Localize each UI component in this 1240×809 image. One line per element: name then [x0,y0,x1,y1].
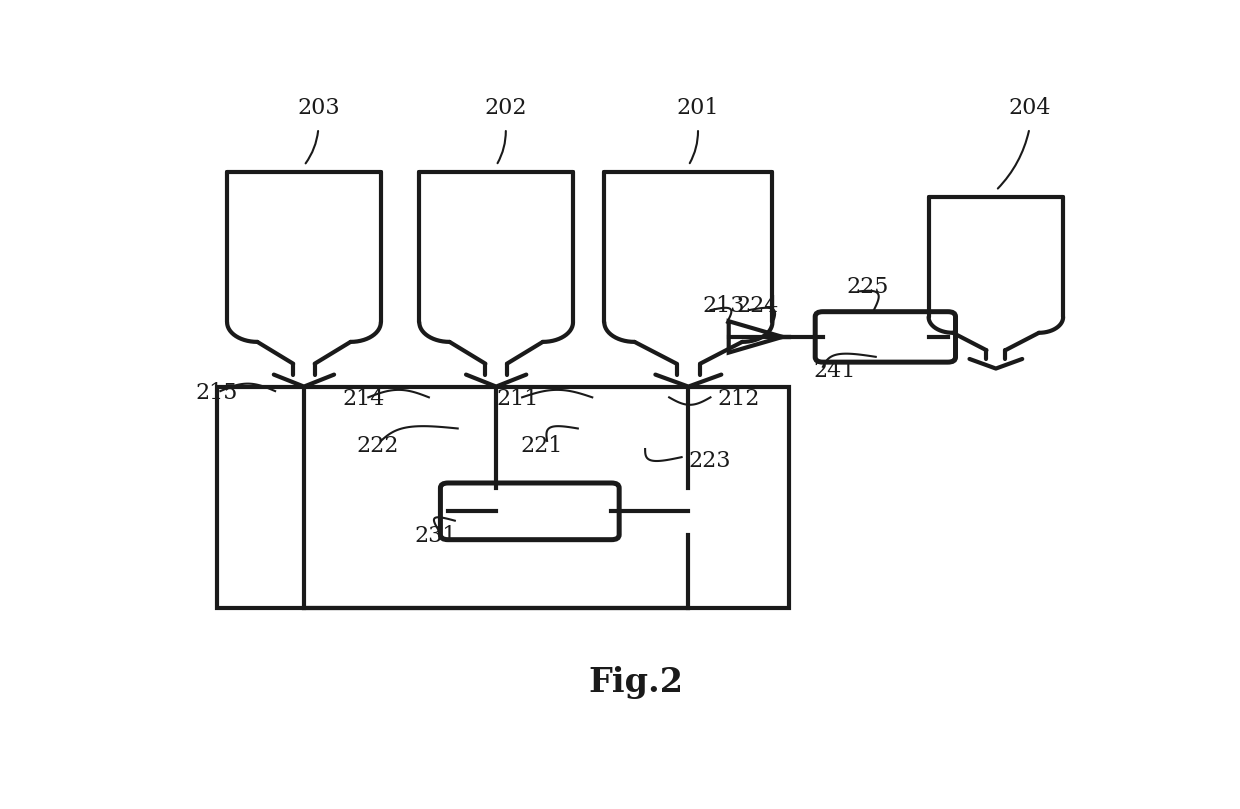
Bar [217,387,789,608]
Text: 211: 211 [496,388,538,410]
Text: 214: 214 [342,388,384,410]
Text: 215: 215 [196,382,238,404]
Text: 223: 223 [688,451,730,472]
Text: 212: 212 [717,388,760,410]
Text: 204: 204 [1008,97,1050,119]
Text: 213: 213 [703,294,745,317]
Text: 221: 221 [521,435,563,457]
Text: 225: 225 [847,276,889,298]
Text: 224: 224 [737,294,779,317]
Text: Fig.2: Fig.2 [588,666,683,699]
Text: 202: 202 [485,97,527,119]
Text: 222: 222 [357,435,399,457]
Text: 231: 231 [414,525,458,547]
Text: 201: 201 [677,97,719,119]
Text: 203: 203 [298,97,340,119]
Text: 241: 241 [813,360,856,382]
